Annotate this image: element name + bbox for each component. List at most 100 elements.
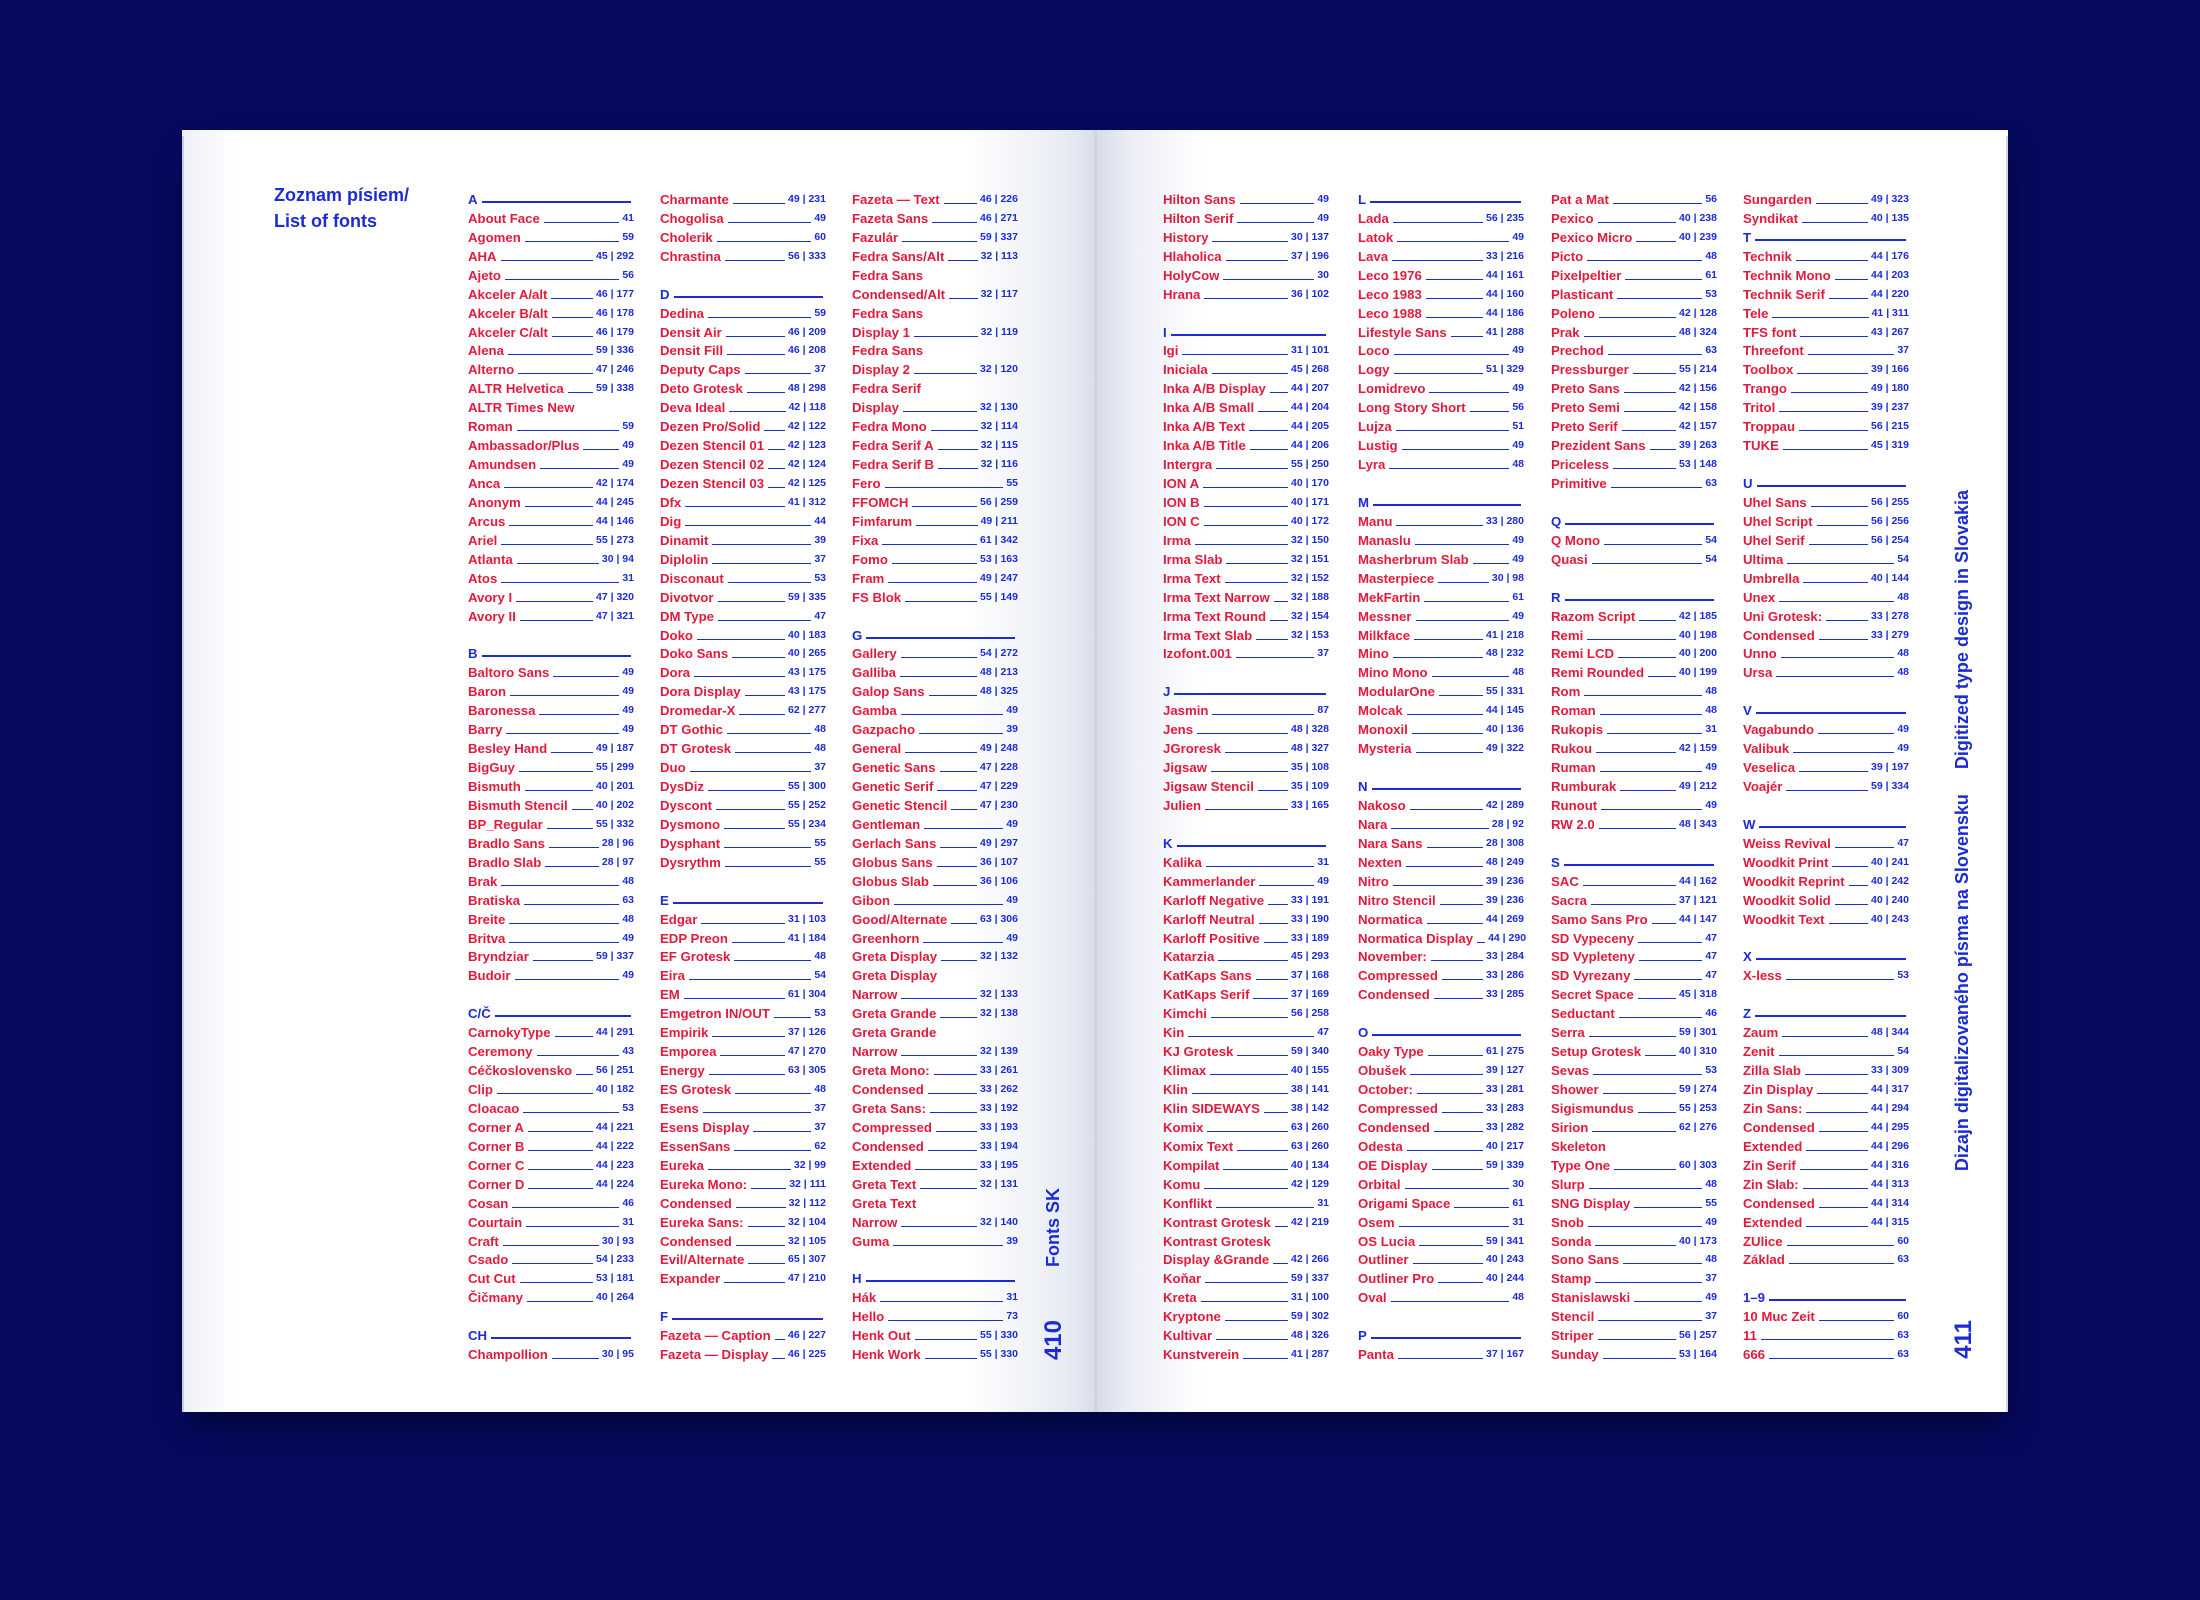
page-reference: 49 [1006, 817, 1018, 830]
leader-line [1425, 297, 1484, 299]
leader-line [708, 1074, 786, 1076]
leader-line [915, 1168, 978, 1170]
leader-line [924, 827, 1004, 829]
page-reference: 46 | 209 [788, 325, 826, 338]
font-name: Irma Text Slab [1163, 627, 1253, 643]
font-name: Dezen Pro/Solid [660, 419, 761, 435]
font-entry: DT Grotesk 48 [660, 737, 826, 756]
leader-line [905, 600, 978, 602]
font-name: Masterpiece [1358, 570, 1435, 586]
font-name: Hello [852, 1309, 885, 1325]
page-reference: 49 [1512, 609, 1524, 622]
page-reference: 54 [814, 969, 826, 982]
page-reference: 33 | 281 [1486, 1083, 1524, 1095]
leader-line [725, 335, 786, 337]
leader-line [689, 771, 812, 773]
leader-line [1210, 1017, 1289, 1019]
font-entry: Henk Work 55 | 330 [852, 1343, 1018, 1362]
font-name: Alena [468, 343, 504, 359]
font-entry: Globus Sans 36 | 107 [852, 851, 1018, 870]
font-entry: Karloff Neutral 33 | 190 [1163, 908, 1329, 927]
leader-line [1828, 297, 1869, 299]
font-name: Arcus [468, 513, 506, 529]
leader-line [888, 1320, 1004, 1322]
font-entry: Deto Grotesk 48 | 298 [660, 377, 826, 396]
font-name: Bismuth [468, 779, 521, 794]
font-name: Céčkoslovensko [468, 1063, 573, 1079]
font-name: Snob [1551, 1214, 1584, 1230]
font-entry: Obušek 39 | 127 [1358, 1059, 1524, 1078]
font-entry: Jigsaw 35 | 108 [1163, 756, 1329, 775]
font-entry: MekFartin 61 [1358, 586, 1524, 605]
font-name: Fazeta — Caption [660, 1328, 771, 1344]
font-name: Intergra [1163, 457, 1213, 473]
font-name: Gazpacho [852, 722, 916, 738]
font-name: Doko [660, 627, 693, 643]
font-entry: 11 63 [1743, 1324, 1909, 1343]
leader-line [527, 1130, 594, 1132]
font-entry: Céčkoslovensko 56 | 251 [468, 1059, 634, 1078]
leader-line [912, 505, 978, 507]
page-reference: 40 | 241 [1871, 855, 1909, 868]
font-entry: Condensed 44 | 295 [1743, 1116, 1909, 1135]
leader-line [900, 714, 1004, 716]
font-entry: Julien 33 | 165 [1163, 794, 1329, 813]
page-reference: 53 | 148 [1679, 458, 1717, 471]
page-reference: 35 | 109 [1291, 780, 1329, 792]
font-name: Technik [1743, 248, 1792, 264]
font-name: Shower [1551, 1082, 1599, 1097]
font-entry: Oval 48 [1358, 1286, 1524, 1305]
page-reference: 44 | 145 [1486, 704, 1524, 717]
font-name: Ariel [468, 532, 498, 548]
font-name: Chrastina [660, 248, 721, 264]
page-reference: 55 | 252 [788, 798, 826, 811]
font-entry: Gazpacho 39 [852, 718, 1018, 737]
font-name: Irma Slab [1163, 551, 1223, 567]
font-name: Striper [1551, 1328, 1594, 1344]
page-reference: 44 | 269 [1486, 912, 1524, 925]
leader-line [518, 373, 594, 375]
page-reference: 37 [814, 1101, 826, 1114]
leader-line [1595, 1244, 1677, 1246]
font-name: Amundsen [468, 457, 537, 473]
page-reference: 55 | 330 [980, 1348, 1018, 1361]
heading-rule [1755, 1015, 1906, 1018]
font-entry: Uhel Script 56 | 256 [1743, 510, 1909, 529]
leader-line [1802, 1187, 1869, 1189]
page-reference: 49 [622, 704, 634, 717]
font-name: Clip [468, 1082, 493, 1097]
leader-line [1406, 1149, 1484, 1151]
font-entry: Nara 28 | 92 [1358, 813, 1524, 832]
font-entry: Umbrella 40 | 144 [1743, 567, 1909, 586]
font-entry: Fedra Serif A 32 | 115 [852, 434, 1018, 453]
font-entry: Preto Semi 42 | 158 [1551, 396, 1717, 415]
leader-line [702, 1111, 812, 1113]
leader-line [902, 240, 978, 242]
leader-line [696, 638, 786, 640]
page-reference: 61 | 304 [788, 988, 826, 1001]
font-entry: Gallery 54 | 272 [852, 643, 1018, 661]
font-entry: Hlaholica 37 | 196 [1163, 245, 1329, 264]
page-reference: 42 | 266 [1291, 1253, 1329, 1266]
font-entry: Skeleton [1551, 1135, 1717, 1154]
font-entry: Vagabundo 49 [1743, 718, 1909, 737]
leader-line [1216, 1339, 1289, 1341]
font-entry: Budoir 49 [468, 964, 634, 983]
font-entry: Pexico 40 | 238 [1551, 207, 1717, 226]
letter-heading: J [1163, 680, 1329, 699]
page-reference: 37 [1897, 344, 1909, 357]
page-reference: 42 | 219 [1291, 1215, 1329, 1228]
font-entry: Mino Mono 48 [1358, 661, 1524, 680]
leader-line [1237, 221, 1315, 223]
leader-line [1218, 960, 1289, 962]
font-entry: Globus Slab 36 | 106 [852, 870, 1018, 889]
page-reference: 48 [814, 950, 826, 963]
font-name: Messner [1358, 608, 1412, 624]
font-entry: Extended 44 | 315 [1743, 1211, 1909, 1230]
font-entry: Kalika 31 [1163, 851, 1329, 870]
leader-line [1617, 297, 1703, 299]
leader-line [882, 543, 978, 545]
leader-line [1803, 581, 1869, 583]
font-name: Dezen Stencil 03 [660, 476, 765, 491]
font-entry: Kryptone 59 | 302 [1163, 1305, 1329, 1324]
